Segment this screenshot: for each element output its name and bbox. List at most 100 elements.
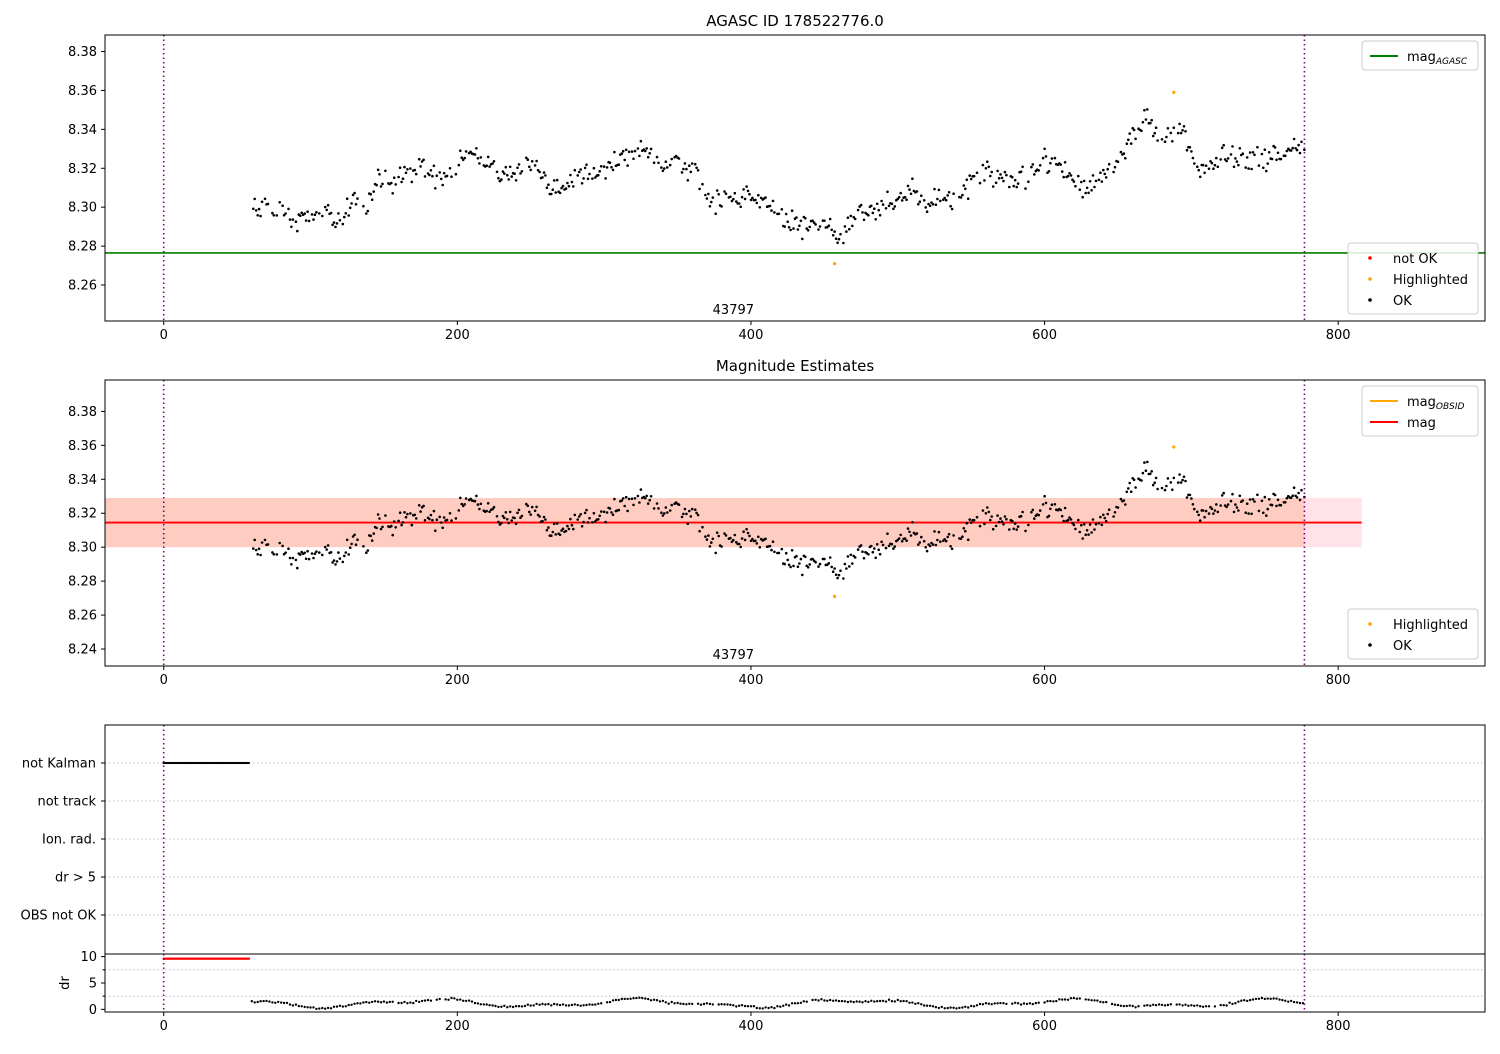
- dr-point: [523, 1004, 527, 1008]
- ok-point: [287, 547, 290, 550]
- ok-point: [1031, 163, 1035, 166]
- dr-point: [1263, 997, 1267, 1001]
- ok-point: [310, 213, 314, 216]
- ok-point: [591, 177, 594, 180]
- dr-point: [303, 1005, 306, 1009]
- ok-point: [748, 192, 751, 196]
- ok-point: [1297, 491, 1300, 495]
- ok-point: [1285, 496, 1289, 500]
- ok-point: [567, 184, 571, 188]
- ok-point: [818, 225, 822, 228]
- x-tick-label: 0: [160, 328, 168, 343]
- dr-point: [271, 1001, 274, 1004]
- ok-point: [1188, 146, 1192, 149]
- ok-point: [1273, 146, 1277, 149]
- ok-point: [1238, 147, 1242, 150]
- ok-point: [972, 174, 976, 178]
- ok-point: [638, 501, 641, 504]
- ok-point: [1063, 506, 1067, 510]
- ok-point: [1275, 158, 1278, 162]
- dr-point: [356, 1002, 359, 1005]
- dr-point: [353, 1002, 356, 1005]
- ok-point: [1128, 481, 1131, 485]
- ok-point: [1091, 518, 1095, 521]
- ok-point: [579, 513, 582, 516]
- ok-point: [978, 181, 982, 185]
- ok-point: [582, 520, 585, 524]
- ok-point: [1053, 503, 1057, 506]
- dr-point: [864, 1000, 867, 1003]
- ok-point: [1267, 498, 1271, 501]
- ok-point: [414, 517, 418, 520]
- dr-point: [905, 1000, 908, 1003]
- ok-point: [1154, 476, 1158, 480]
- dr-point: [870, 999, 873, 1002]
- ok-point: [337, 551, 340, 554]
- dr-point: [462, 999, 465, 1002]
- dr-point: [1134, 1006, 1137, 1009]
- ok-point: [491, 162, 494, 165]
- dr-point: [335, 1005, 339, 1008]
- ok-point: [271, 551, 274, 554]
- ok-point: [632, 157, 635, 161]
- ok-point: [925, 549, 929, 553]
- ok-point: [351, 193, 355, 197]
- y-tick-label: 8.34: [68, 473, 97, 488]
- ok-point: [350, 542, 353, 546]
- ok-point: [464, 150, 468, 153]
- ok-point: [1276, 498, 1280, 502]
- ok-point: [400, 180, 403, 184]
- ok-point: [519, 516, 522, 519]
- ok-point: [881, 203, 885, 206]
- ok-point: [1088, 523, 1092, 526]
- dr-point: [638, 996, 641, 999]
- ok-point: [1087, 191, 1090, 195]
- ok-point: [1127, 487, 1130, 490]
- ok-point: [920, 194, 923, 197]
- ok-point: [886, 190, 889, 194]
- ok-point: [897, 195, 901, 199]
- ok-point: [1060, 514, 1064, 518]
- ok-point: [326, 203, 330, 207]
- dr-point: [937, 1006, 941, 1010]
- dr-point: [911, 1001, 914, 1004]
- ok-point: [478, 507, 481, 511]
- ok-point: [646, 155, 650, 159]
- ok-point: [312, 218, 315, 221]
- ok-point: [1013, 178, 1017, 182]
- ok-point: [707, 534, 710, 537]
- dr-point: [1019, 1003, 1023, 1006]
- dr-point: [1061, 998, 1064, 1001]
- dr-point: [332, 1005, 336, 1008]
- ok-point: [263, 197, 267, 201]
- ok-point: [886, 532, 889, 535]
- ok-point: [1237, 509, 1240, 512]
- ok-point: [1235, 506, 1239, 509]
- dr-point: [641, 996, 644, 1000]
- ok-point: [831, 234, 835, 237]
- ok-point: [818, 562, 822, 566]
- ok-point: [743, 538, 747, 542]
- ok-point: [554, 533, 557, 536]
- highlighted-point: [833, 262, 837, 266]
- ok-point: [677, 157, 681, 160]
- plot-frame: [104, 379, 1486, 667]
- ok-point: [984, 512, 988, 515]
- ok-point: [572, 527, 575, 531]
- ok-point: [1003, 170, 1007, 174]
- ok-point: [343, 554, 346, 558]
- ok-point: [947, 191, 951, 194]
- dr-point: [802, 1000, 805, 1003]
- ok-point: [290, 563, 293, 566]
- dr-point: [1055, 999, 1058, 1003]
- ok-point: [1297, 143, 1300, 147]
- x-tick-label: 800: [1326, 1019, 1351, 1034]
- ok-point: [1124, 503, 1127, 506]
- ok-point: [1298, 151, 1302, 155]
- legend-label-subscript: OBSID: [1436, 402, 1465, 412]
- ok-point: [398, 166, 402, 169]
- dr-point: [767, 1006, 770, 1010]
- ok-point: [880, 199, 883, 203]
- ok-point: [1197, 513, 1200, 517]
- dr-point: [482, 1003, 485, 1006]
